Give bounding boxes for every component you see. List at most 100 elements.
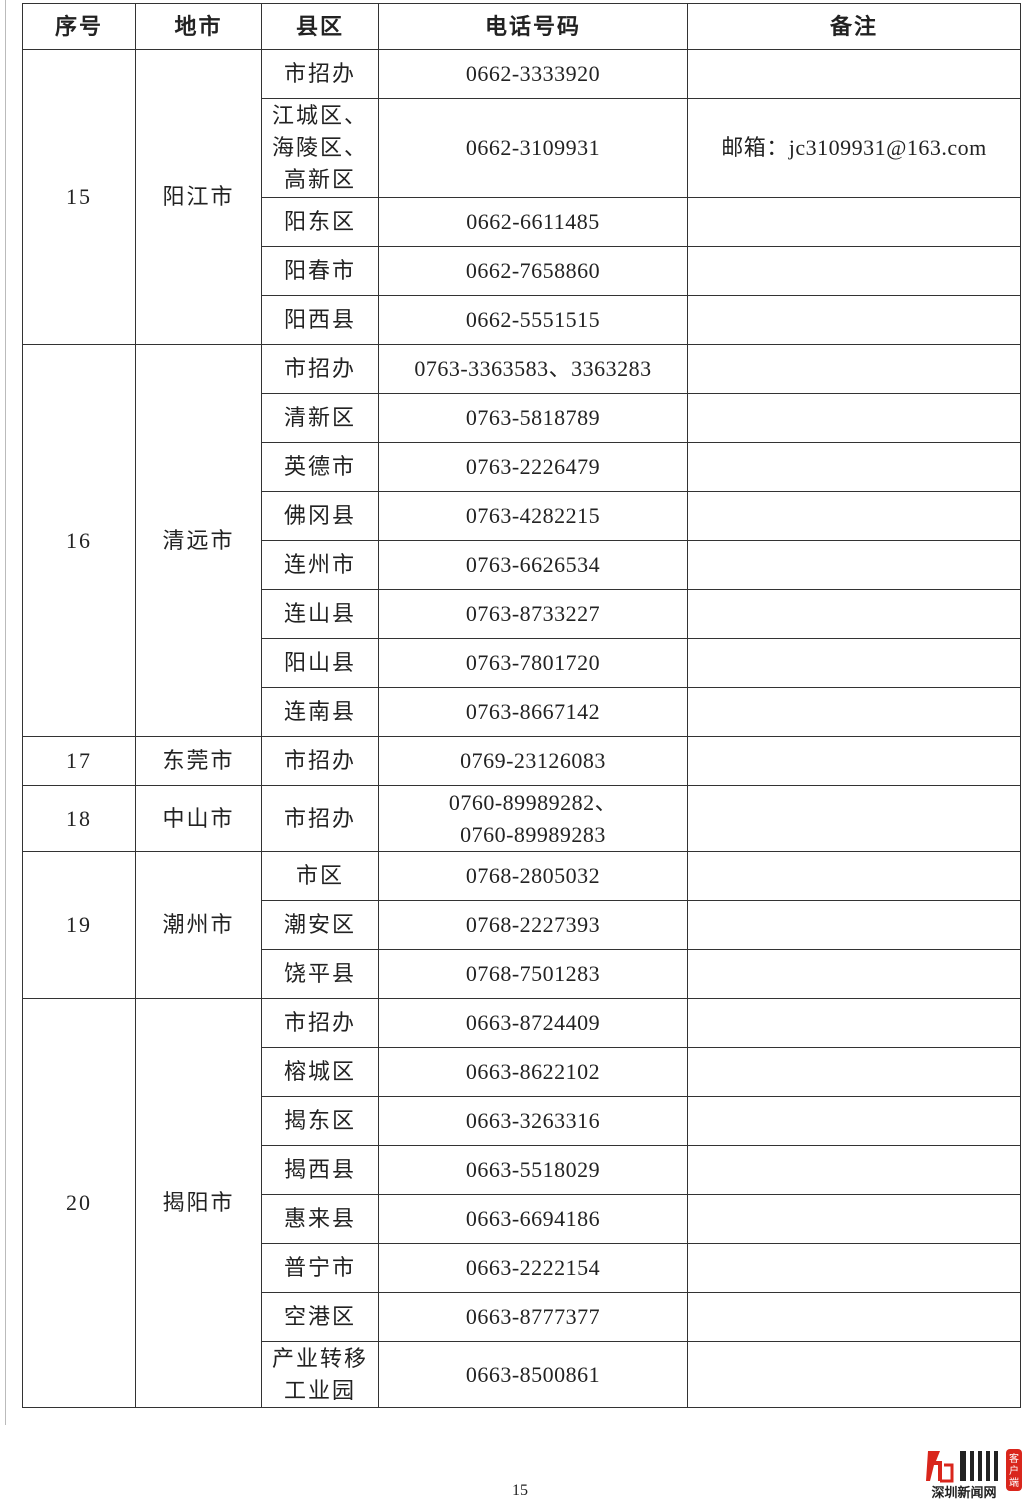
- district-cell: 揭西县: [261, 1145, 379, 1195]
- note-cell: [687, 1145, 1021, 1195]
- city-cell: 东莞市: [135, 736, 262, 786]
- phone-cell: 0763-8733227: [378, 589, 688, 639]
- table-row: 空港区 0663-8777377: [23, 1292, 1021, 1342]
- district-cell: 阳春市: [261, 246, 379, 296]
- note-cell: [687, 344, 1021, 394]
- district-cell: 英德市: [261, 442, 379, 492]
- district-cell: 连南县: [261, 687, 379, 737]
- note-cell: [687, 540, 1021, 590]
- contact-table: 序号 地市 县区 电话号码 备注 15 阳江市 市招办 0662-3333920 江城区、海陵区…: [22, 3, 1021, 1408]
- row-number: 19: [22, 851, 136, 999]
- phone-cell: 0662-3109931: [378, 98, 688, 198]
- header-phone: 电话号码: [378, 3, 688, 50]
- phone-cell: 0663-8724409: [378, 998, 688, 1048]
- note-cell: [687, 1096, 1021, 1146]
- table-row: 产业转移工业园 0663-8500861: [23, 1341, 1021, 1408]
- note-cell: [687, 998, 1021, 1048]
- phone-cell: 0763-7801720: [378, 638, 688, 688]
- phone-cell: 0763-2226479: [378, 442, 688, 492]
- note-cell: [687, 1292, 1021, 1342]
- district-cell: 市招办: [261, 49, 379, 99]
- district-cell: 普宁市: [261, 1243, 379, 1293]
- header-note: 备注: [687, 3, 1021, 50]
- district-cell: 清新区: [261, 393, 379, 443]
- district-cell: 揭东区: [261, 1096, 379, 1146]
- table-row: 清新区 0763-5818789: [23, 393, 1021, 443]
- table-row: 阳春市 0662-7658860: [23, 246, 1021, 296]
- district-cell: 榕城区: [261, 1047, 379, 1097]
- phone-cell: 0768-2227393: [378, 900, 688, 950]
- district-cell: 江城区、海陵区、高新区: [261, 98, 379, 198]
- note-cell: [687, 851, 1021, 901]
- city-cell: 潮州市: [135, 851, 262, 999]
- district-cell: 市招办: [261, 785, 379, 852]
- district-cell: 市招办: [261, 998, 379, 1048]
- page-edge: [5, 0, 6, 1425]
- svg-text:户: 户: [1009, 1464, 1019, 1477]
- phone-cell: 0663-2222154: [378, 1243, 688, 1293]
- table-row: 20 揭阳市 市招办 0663-8724409: [22, 998, 1021, 1408]
- note-cell: [687, 393, 1021, 443]
- note-cell: [687, 49, 1021, 99]
- phone-cell: 0760-89989282、0760-89989283: [378, 785, 688, 852]
- row-number: 18: [22, 785, 136, 852]
- table-row: 16 清远市 市招办 0763-3363583、3363283: [22, 344, 1021, 737]
- district-cell: 阳东区: [261, 197, 379, 247]
- phone-cell: 0763-8667142: [378, 687, 688, 737]
- district-cell: 产业转移工业园: [261, 1341, 379, 1408]
- row-number: 15: [22, 49, 136, 345]
- city-cell: 阳江市: [135, 49, 262, 345]
- note-cell: [687, 1243, 1021, 1293]
- header-no: 序号: [22, 3, 136, 50]
- header-city: 地市: [135, 3, 262, 50]
- district-cell: 连山县: [261, 589, 379, 639]
- table-row: 饶平县 0768-7501283: [23, 949, 1021, 999]
- table-row: 18 中山市 市招办 0760-89989282、0760-89989283: [22, 785, 1021, 852]
- district-cell: 市招办: [261, 344, 379, 394]
- phone-cell: 0663-6694186: [378, 1194, 688, 1244]
- shenzhen-news-logo: 客 户 端 深圳新闻网: [924, 1447, 1024, 1501]
- row-number: 20: [22, 998, 136, 1408]
- table-row: 普宁市 0663-2222154: [23, 1243, 1021, 1293]
- district-cell: 空港区: [261, 1292, 379, 1342]
- note-cell: [687, 197, 1021, 247]
- city-cell: 中山市: [135, 785, 262, 852]
- note-cell: [687, 589, 1021, 639]
- phone-cell: 0662-5551515: [378, 295, 688, 345]
- note-cell: 邮箱：jc3109931@163.com: [687, 98, 1021, 198]
- table-row: 江城区、海陵区、高新区 0662-3109931 邮箱：jc3109931@163.…: [23, 98, 1021, 198]
- district-cell: 市招办: [261, 736, 379, 786]
- phone-cell: 0663-8500861: [378, 1341, 688, 1408]
- note-cell: [687, 1341, 1021, 1408]
- district-cell: 阳山县: [261, 638, 379, 688]
- phone-cell: 0768-2805032: [378, 851, 688, 901]
- note-cell: [687, 442, 1021, 492]
- phone-cell: 0768-7501283: [378, 949, 688, 999]
- table-row: 连州市 0763-6626534: [23, 540, 1021, 590]
- phone-cell: 0763-6626534: [378, 540, 688, 590]
- table-row: 阳东区 0662-6611485: [23, 197, 1021, 247]
- district-cell: 阳西县: [261, 295, 379, 345]
- note-cell: [687, 1194, 1021, 1244]
- note-cell: [687, 900, 1021, 950]
- note-cell: [687, 491, 1021, 541]
- svg-text:深圳新闻网: 深圳新闻网: [931, 1485, 996, 1500]
- note-cell: [687, 295, 1021, 345]
- phone-cell: 0663-8622102: [378, 1047, 688, 1097]
- district-cell: 惠来县: [261, 1194, 379, 1244]
- table-row: 17 东莞市 市招办 0769-23126083: [22, 736, 1021, 786]
- phone-cell: 0763-5818789: [378, 393, 688, 443]
- table-row: 阳西县 0662-5551515: [23, 295, 1021, 345]
- table-row: 揭东区 0663-3263316: [23, 1096, 1021, 1146]
- phone-cell: 0662-6611485: [378, 197, 688, 247]
- phone-cell: 0763-3363583、3363283: [378, 344, 688, 394]
- svg-text:客: 客: [1009, 1452, 1019, 1465]
- row-number: 16: [22, 344, 136, 737]
- phone-cell: 0662-7658860: [378, 246, 688, 296]
- table-row: 惠来县 0663-6694186: [23, 1194, 1021, 1244]
- note-cell: [687, 785, 1021, 852]
- city-cell: 揭阳市: [135, 998, 262, 1408]
- phone-cell: 0663-5518029: [378, 1145, 688, 1195]
- phone-cell: 0663-8777377: [378, 1292, 688, 1342]
- note-cell: [687, 949, 1021, 999]
